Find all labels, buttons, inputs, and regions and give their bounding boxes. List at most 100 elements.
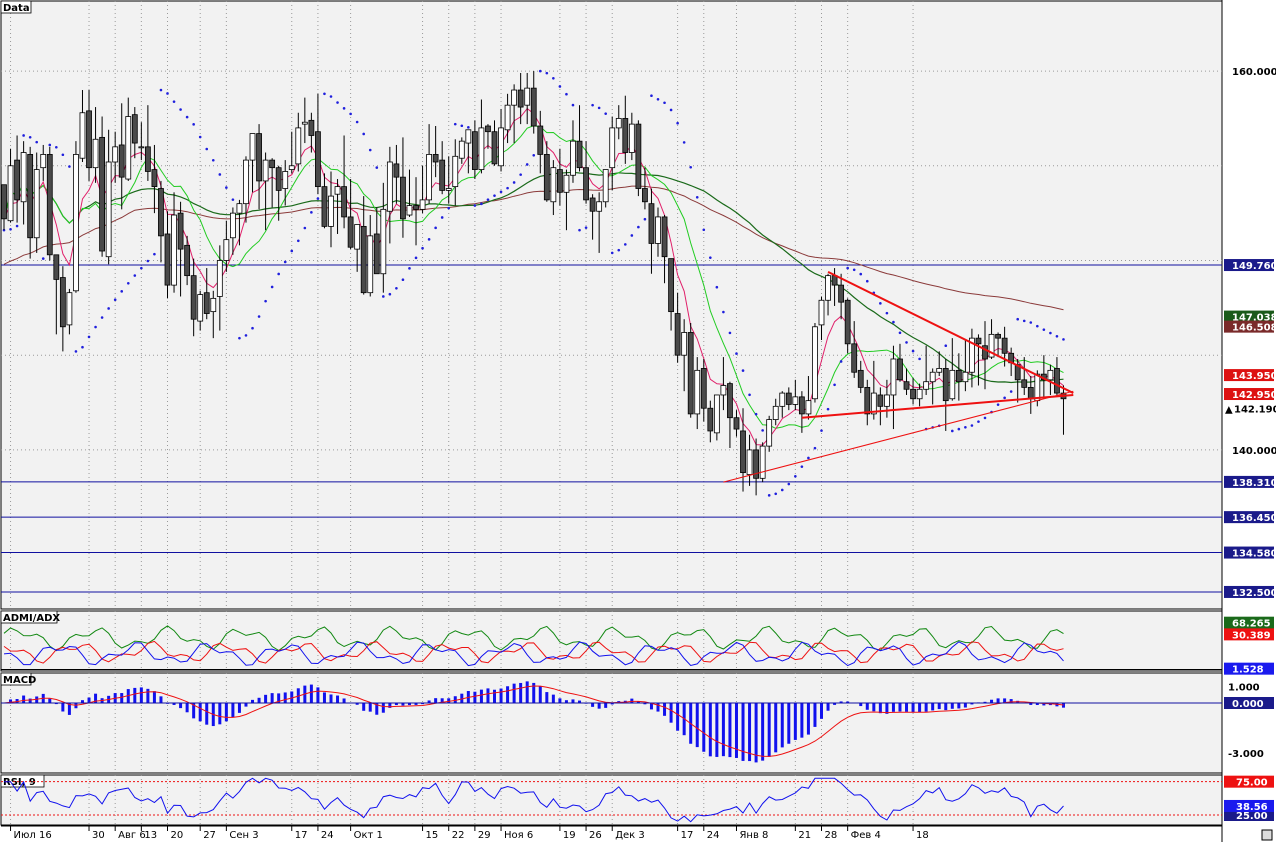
candle-body [537,125,544,155]
sar-dot [323,92,326,96]
macd-bar [905,703,909,712]
candle-body [589,197,596,212]
macd-bar [434,698,438,703]
sar-dot [538,69,542,73]
sar-dot [270,285,274,289]
macd-bar [519,682,523,703]
candle-body [825,275,831,301]
macd-bar [734,703,738,758]
macd-bar [1029,703,1033,705]
macd-bar [931,703,935,711]
candle-body [642,188,648,203]
candle-body [1034,373,1041,402]
candle-body [1027,386,1034,400]
sar-dot [480,202,483,206]
sar-dot [218,173,222,176]
sar-dot [68,165,71,168]
macd-bar [695,703,699,748]
sar-dot [277,272,280,276]
macd-bar [67,703,71,715]
candle-body [203,292,210,314]
sar-dot [519,173,522,176]
macd-bar [820,703,823,719]
panel-title-text: RSI, 9 [3,777,36,788]
macd-bar [957,703,961,709]
sar-dot [1003,396,1006,400]
candle-body [746,449,753,475]
macd-bar [885,703,889,714]
sar-dot [486,198,490,201]
sar-dot [414,256,418,260]
sar-dot [682,141,686,144]
date-label: 29 [478,830,491,841]
candle-body [249,133,256,161]
sar-dot [179,108,182,111]
candle-body [949,369,956,400]
macd-bar [231,703,235,718]
candle-body [105,161,112,258]
date-label: 20 [171,830,184,841]
sar-dot [113,298,117,302]
price-tag-text: 132.500 [1232,588,1276,599]
candle-body [576,140,583,169]
date-label: 13 [144,830,157,841]
candle-body [851,343,858,373]
sar-dot [257,315,261,318]
candle-body [530,87,537,127]
candle-body [118,144,125,178]
price-tag-bg [1224,388,1274,401]
macd-bar [780,703,784,748]
macd-bar [937,703,941,710]
sar-dot [735,352,738,355]
sar-dot [1036,324,1039,328]
sar-dot [846,266,849,270]
macd-bar [604,703,608,708]
sar-dot [388,292,392,296]
candle-body [674,313,681,356]
panel-rsi [0,774,1223,826]
sar-dot [774,492,778,496]
sar-dot [401,278,405,282]
macd-bar [48,698,52,703]
macd-bar [460,693,464,703]
candle-body [131,114,138,144]
sar-dot [297,239,300,243]
sar-dot [159,88,163,92]
sar-dot [643,217,647,221]
macd-bar [578,700,582,703]
panel-title-text: ADMI/ADX [3,613,60,624]
sar-dot [676,121,679,125]
candle-body [20,152,27,203]
macd-bar [237,703,241,713]
sar-dot [382,295,385,298]
date-label: Дек 3 [615,830,645,841]
adx-tag-text: 68.265 [1232,619,1271,630]
macd-bar [394,703,398,706]
candle-body [426,154,433,201]
candle-body [779,392,786,407]
candle-body [720,385,727,396]
sar-dot [35,140,38,144]
price-axis-area [1222,0,1276,842]
sar-dot [467,126,470,129]
sar-dot [879,302,882,305]
macd-bar [878,703,882,714]
candle-body [164,233,171,286]
candle-body [144,146,151,172]
panel-title-price: Data [0,0,32,14]
macd-zero-bg [1224,697,1274,709]
candle-body [622,118,629,153]
sar-dot [74,350,78,353]
sar-dot [421,246,424,250]
candle-body [46,154,53,256]
sar-dot [754,412,758,416]
macd-bar [1061,703,1065,708]
candle-body [511,89,518,106]
macd-bar [1035,703,1039,706]
sar-dot [48,143,52,147]
trendline [723,390,1074,483]
candle-body [354,224,361,250]
sar-dot [408,267,411,270]
